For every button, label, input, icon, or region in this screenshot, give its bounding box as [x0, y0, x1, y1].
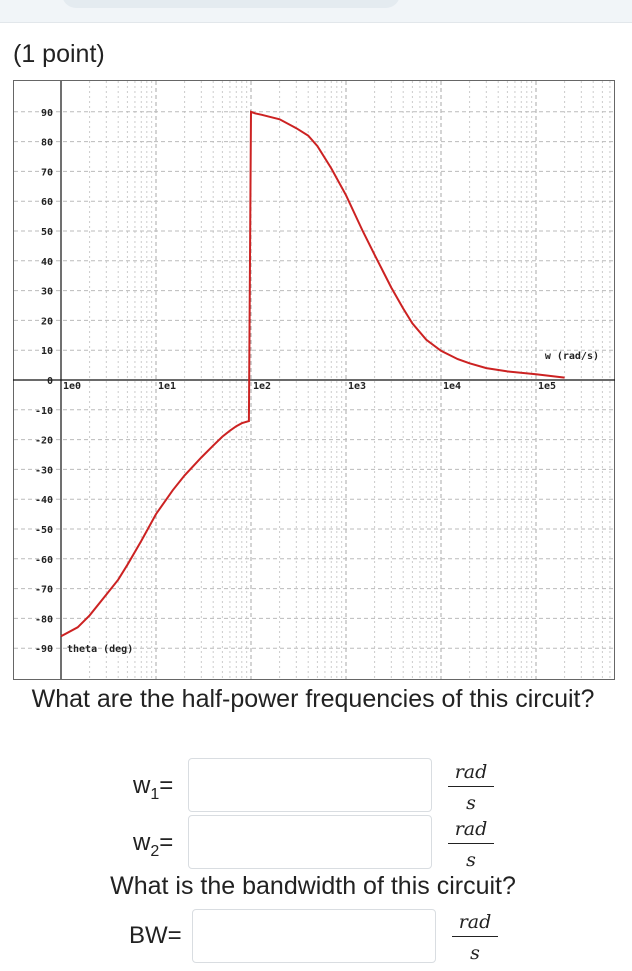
w1-unit-den: s [466, 792, 476, 814]
y-tick-label: -30 [35, 465, 53, 476]
question-bandwidth: What is the bandwidth of this circuit? [110, 872, 516, 900]
y-axis-label: theta (deg) [67, 644, 133, 655]
x-tick-label: 1e4 [443, 381, 461, 392]
w2-label-sub: 2 [150, 842, 160, 860]
x-tick-label: 1e5 [538, 381, 556, 392]
phase-curve [60, 110, 565, 638]
bw-unit-num: rad [458, 911, 492, 933]
w2-unit-bar [448, 843, 494, 844]
x-tick-label: 1e0 [63, 381, 81, 392]
w1-label-text: w [133, 772, 151, 799]
y-tick-label: 30 [41, 287, 53, 298]
bw-unit-bar [452, 936, 498, 937]
x-tick-label: 1e3 [348, 381, 366, 392]
w1-label: w1= [133, 772, 173, 804]
y-tick-label: -10 [35, 406, 53, 417]
w2-unit-den: s [466, 849, 476, 871]
w1-unit-num: rad [454, 761, 488, 783]
plot-labels: 90 80 70 60 50 40 30 20 10 0 -10 -20 -30 -40 -50 -60 -70… [35, 108, 599, 655]
header-divider [0, 22, 632, 23]
w2-label-eq: = [159, 829, 174, 856]
bw-unit: rad s [452, 911, 498, 963]
w1-unit-bar [448, 786, 494, 787]
y-tick-label: -90 [35, 644, 53, 655]
y-tick-label: -40 [35, 495, 53, 506]
w2-label: w2= [133, 829, 173, 861]
bw-label: BW= [129, 922, 182, 949]
y-tick-label: -80 [35, 614, 53, 625]
w1-unit: rad s [448, 761, 494, 813]
w1-label-eq: = [159, 772, 174, 799]
y-tick-label: 20 [41, 316, 53, 327]
y-tick-label: -50 [35, 525, 53, 536]
y-tick-label: 40 [41, 257, 53, 268]
w2-unit: rad s [448, 818, 494, 870]
w2-input[interactable] [188, 815, 432, 869]
w2-label-text: w [133, 829, 151, 856]
y-tick-label: -60 [35, 555, 53, 566]
y-tick-label: 10 [41, 346, 53, 357]
bw-input[interactable] [192, 909, 436, 963]
w2-unit-num: rad [454, 818, 488, 840]
w1-label-sub: 1 [150, 785, 160, 803]
top-bar [0, 0, 632, 22]
y-tick-label: 0 [47, 376, 53, 387]
top-bar-tab[interactable] [62, 0, 400, 8]
y-tick-label: 80 [41, 138, 53, 149]
plot-grid [14, 81, 614, 679]
y-tick-label: 60 [41, 197, 53, 208]
y-tick-label: -70 [35, 585, 53, 596]
bw-unit-den: s [470, 942, 480, 964]
x-axis-label: w (rad/s) [545, 351, 599, 362]
y-tick-label: 70 [41, 167, 53, 178]
x-tick-label: 1e2 [253, 381, 271, 392]
phase-plot: 90 80 70 60 50 40 30 20 10 0 -10 -20 -30 -40 -50 -60 -70… [13, 80, 615, 680]
plot-axes [13, 81, 615, 679]
w1-input[interactable] [188, 758, 432, 812]
y-tick-label: 50 [41, 227, 53, 238]
x-tick-label: 1e1 [158, 381, 176, 392]
question-half-power: What are the half-power frequencies of t… [31, 685, 595, 713]
points-label: (1 point) [13, 40, 105, 68]
y-tick-label: -20 [35, 436, 53, 447]
y-tick-label: 90 [41, 108, 53, 119]
